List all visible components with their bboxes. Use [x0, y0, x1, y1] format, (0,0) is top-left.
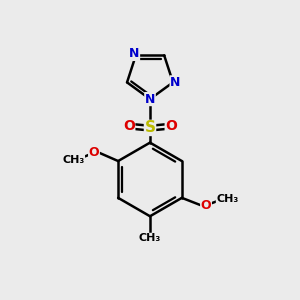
Text: N: N	[170, 76, 181, 89]
Text: O: O	[165, 119, 177, 134]
Text: O: O	[123, 119, 135, 134]
Text: CH₃: CH₃	[216, 194, 238, 204]
Text: N: N	[145, 93, 155, 106]
Text: O: O	[201, 199, 211, 212]
Text: O: O	[89, 146, 99, 159]
Text: N: N	[129, 47, 140, 60]
Text: CH₃: CH₃	[139, 233, 161, 243]
Text: S: S	[145, 120, 155, 135]
Text: CH₃: CH₃	[62, 155, 85, 165]
